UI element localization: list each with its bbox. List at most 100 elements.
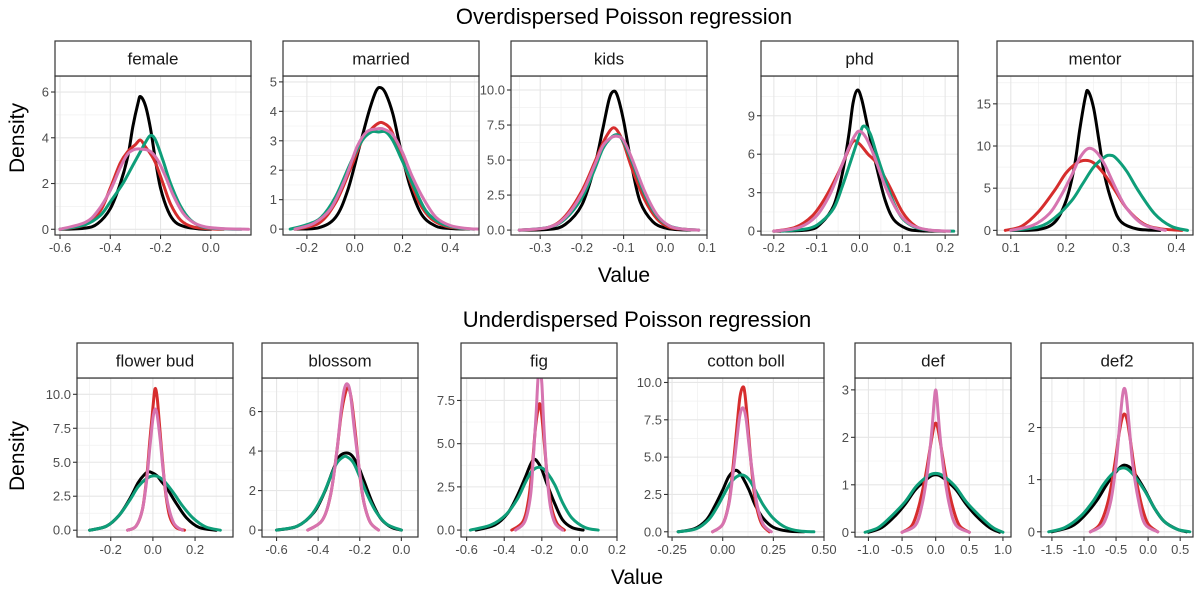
panel-background	[461, 378, 617, 537]
density-line-series-1	[676, 468, 806, 534]
x-tick-label: 1.0	[994, 542, 1012, 557]
x-tick-label: 0.0	[346, 240, 364, 255]
facet-panel-married: married -0.2 0.0 0.2 0.4 0 1 2 3 4 5	[270, 40, 480, 255]
x-tick-label: 0.2	[936, 240, 954, 255]
y-tick-label: 0	[984, 223, 991, 238]
x-tick-label: 0.3	[1112, 240, 1130, 255]
y-tick-label: 10.0	[46, 387, 71, 402]
y-tick-label: 10.0	[480, 83, 505, 98]
density-line-series-4	[306, 382, 380, 532]
y-tick-label: 6	[249, 404, 256, 419]
x-tick-label: 0.0	[927, 542, 945, 557]
x-tick-label: -0.2	[571, 240, 593, 255]
facet-panel-blossom: blossom -0.6 -0.4 -0.2 0.0 0 2 4 6	[249, 342, 419, 557]
facet-panel-flower-bud: flower bud -0.2 0.0 0.2 0.0 2.5 5.0 7.5 10.0	[46, 342, 234, 557]
y-tick-label: 6	[748, 147, 755, 162]
facet-strip	[760, 40, 959, 77]
y-tick-label: 0.0	[53, 523, 71, 538]
density-line-series-4	[58, 147, 250, 231]
y-tick-label: 0	[842, 525, 849, 540]
x-tick-label: 0.1	[698, 240, 716, 255]
density-line-series-4	[900, 388, 971, 534]
x-tick-label: 0.2	[186, 542, 204, 557]
y-tick-label: 1	[842, 477, 849, 492]
x-tick-label: -0.4	[307, 542, 329, 557]
x-axis-title-underdispersed: Value	[611, 566, 663, 589]
x-tick-label: 0.4	[441, 240, 459, 255]
facet-strip	[996, 40, 1194, 77]
density-curves	[772, 88, 956, 233]
facet-strip	[54, 40, 252, 77]
x-tick-label: -0.2	[149, 240, 171, 255]
facet-strip-label: cotton boll	[707, 352, 785, 371]
density-line-series-4	[514, 378, 564, 532]
density-line-series-4	[293, 126, 479, 231]
x-tick-label: 0.5	[960, 542, 978, 557]
x-tick-label: 0.2	[393, 240, 411, 255]
y-tick-label: 2	[1028, 420, 1035, 435]
chart-title-underdispersed: Underdispersed Poisson regression	[463, 307, 812, 332]
density-line-series-4	[517, 134, 701, 232]
y-tick-label: 2	[270, 163, 277, 178]
y-tick-label: 5	[270, 74, 277, 89]
x-tick-label: -0.25	[657, 542, 687, 557]
x-tick-label: -0.1	[612, 240, 634, 255]
facet-strip-label: def2	[1100, 352, 1133, 371]
y-tick-label: 2.5	[644, 487, 662, 502]
density-curves	[88, 386, 222, 532]
y-tick-label: 6	[42, 85, 49, 100]
y-tick-label: 3	[748, 185, 755, 200]
y-tick-label: 7.5	[644, 412, 662, 427]
y-tick-label: 7.5	[487, 118, 505, 133]
x-tick-label: 0.50	[811, 542, 836, 557]
x-tick-label: 0.0	[570, 542, 588, 557]
y-tick-label: 5.0	[487, 153, 505, 168]
x-tick-label: -0.2	[296, 240, 318, 255]
x-tick-label: -0.2	[100, 542, 122, 557]
density-curves	[676, 385, 816, 534]
density-curves	[517, 89, 701, 232]
y-tick-label: 4	[42, 130, 49, 145]
density-line-series-3	[88, 474, 222, 532]
x-tick-label: 0.00	[710, 542, 735, 557]
x-tick-label: -0.4	[99, 240, 121, 255]
y-tick-label: 7.5	[53, 421, 71, 436]
density-line-series-1	[293, 85, 471, 231]
x-tick-label: 0.0	[850, 240, 868, 255]
facet-strip-label: phd	[845, 50, 873, 69]
facet-panel-female: female -0.6 -0.4 -0.2 0.0 0 2 4 6	[42, 40, 252, 255]
density-curves	[1003, 88, 1189, 232]
y-tick-label: 2.5	[437, 479, 455, 494]
x-tick-label: -0.6	[49, 240, 71, 255]
facet-strip-label: blossom	[308, 352, 371, 371]
panel-background	[77, 378, 233, 537]
y-tick-label: 1	[270, 192, 277, 207]
x-tick-label: -0.2	[349, 542, 371, 557]
x-tick-label: 0.0	[392, 542, 410, 557]
facet-strip	[261, 342, 419, 379]
y-tick-label: 2	[42, 176, 49, 191]
y-tick-label: 4	[270, 104, 277, 119]
facet-panel-mentor: mentor 0.1 0.2 0.3 0.4 0 5 10 15	[977, 40, 1194, 255]
x-tick-label: -0.6	[455, 542, 477, 557]
x-tick-label: -0.5	[891, 542, 913, 557]
x-tick-label: 0.0	[656, 240, 674, 255]
x-tick-label: -0.2	[763, 240, 785, 255]
x-tick-label: 0.1	[1002, 240, 1020, 255]
x-tick-label: 0.2	[608, 542, 626, 557]
density-line-series-2	[772, 139, 947, 233]
facet-strip-label: female	[127, 50, 178, 69]
x-tick-label: -0.2	[531, 542, 553, 557]
y-tick-label: 2.5	[53, 489, 71, 504]
density-line-series-1	[1009, 88, 1162, 232]
y-tick-label: 9	[748, 108, 755, 123]
density-line-series-4	[772, 129, 951, 233]
x-tick-label: 0.2	[1057, 240, 1075, 255]
y-tick-label: 0	[249, 523, 256, 538]
facet-panel-kids: kids -0.3 -0.2 -0.1 0.0 0.1 0.0 2.5 5.0 7.5 10.0	[480, 40, 716, 255]
facet-strip-label: fig	[530, 352, 548, 371]
facet-strip-label: mentor	[1069, 50, 1122, 69]
y-tick-label: 0.0	[644, 524, 662, 539]
